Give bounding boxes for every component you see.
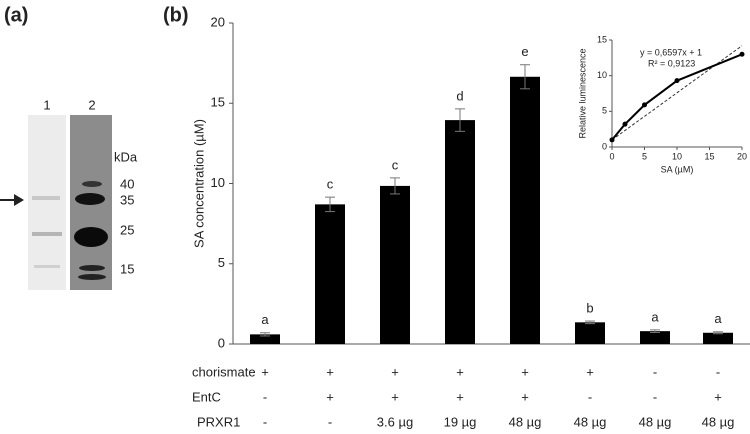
cell: - [263, 389, 267, 404]
marker-label: 25 [120, 222, 134, 237]
lane-label: 1 [43, 97, 50, 112]
cell: - [328, 414, 332, 429]
band [32, 196, 60, 200]
bar [510, 76, 540, 344]
cell: 48 µg [639, 414, 672, 429]
x-tick-label: 5 [642, 151, 647, 161]
cell: + [521, 389, 529, 404]
annotation: d [456, 88, 463, 103]
unit-label: kDa [114, 149, 138, 164]
point [642, 102, 647, 108]
r-squared: R² = 0,9123 [648, 58, 695, 68]
bar [315, 204, 345, 344]
x-tick-label: 20 [737, 151, 747, 161]
cell: 48 µg [702, 414, 735, 429]
annotation: c [392, 157, 399, 172]
cell: + [261, 364, 269, 379]
annotation: c [327, 177, 334, 192]
cell: - [653, 364, 657, 379]
cell: + [326, 364, 334, 379]
cell: - [716, 364, 720, 379]
cell: - [263, 414, 267, 429]
gel-lane [28, 115, 66, 290]
bar [640, 331, 670, 344]
cell: + [586, 364, 594, 379]
cell: + [456, 364, 464, 379]
y-tick-label: 0 [218, 335, 225, 350]
x-axis-label: SA (µM) [661, 164, 694, 174]
y-tick-label: 0 [602, 141, 607, 151]
cell: + [456, 389, 464, 404]
y-tick-label: 15 [211, 95, 225, 110]
point [622, 121, 628, 127]
y-tick-label: 20 [211, 14, 225, 29]
row-label: chorismate [192, 364, 256, 379]
y-axis-label: Relative luminescence [577, 48, 587, 138]
y-tick-label: 10 [597, 70, 607, 80]
cell: + [326, 389, 334, 404]
bar [380, 185, 410, 344]
band [74, 227, 108, 247]
cell: - [588, 389, 592, 404]
marker-label: 35 [120, 192, 134, 207]
x-tick-label: 10 [672, 151, 682, 161]
annotation: e [521, 44, 528, 59]
bar [703, 332, 733, 344]
y-tick-label: 5 [218, 255, 225, 270]
cell: + [714, 389, 722, 404]
y-tick-label: 10 [211, 175, 225, 190]
point [674, 78, 680, 84]
equation: y = 0,6597x + 1 [640, 47, 702, 57]
marker-label: 40 [120, 176, 134, 191]
bar [575, 322, 605, 344]
band [82, 181, 102, 187]
cell: 48 µg [574, 414, 607, 429]
trendline [611, 45, 743, 141]
y-tick-label: 5 [602, 106, 607, 116]
x-tick-label: 0 [609, 151, 614, 161]
point [739, 51, 745, 57]
cell: 19 µg [444, 414, 477, 429]
y-tick-label: 15 [597, 34, 607, 44]
row-label: EntC [192, 389, 221, 404]
band [32, 232, 62, 236]
cell: - [653, 389, 657, 404]
panel-label: (b) [163, 4, 189, 26]
row-label: PRXR1 [197, 414, 240, 429]
cell: + [391, 364, 399, 379]
cell: 3.6 µg [377, 414, 413, 429]
cell: + [391, 389, 399, 404]
cell: 48 µg [509, 414, 542, 429]
annotation: b [586, 300, 593, 315]
band [79, 265, 105, 271]
bar [250, 334, 280, 344]
band [34, 265, 60, 268]
x-tick-label: 15 [704, 151, 714, 161]
panel-label: (a) [4, 4, 28, 26]
cell: + [521, 364, 529, 379]
band [78, 274, 106, 280]
arrow-head [14, 194, 24, 206]
point [609, 137, 615, 143]
annotation: a [261, 312, 269, 327]
band [75, 193, 105, 205]
y-axis-label: SA concentration (µM) [191, 119, 206, 248]
annotation: a [714, 311, 722, 326]
annotation: a [651, 309, 659, 324]
marker-label: 15 [120, 261, 134, 276]
bar [445, 120, 475, 344]
lane-label: 2 [88, 97, 95, 112]
